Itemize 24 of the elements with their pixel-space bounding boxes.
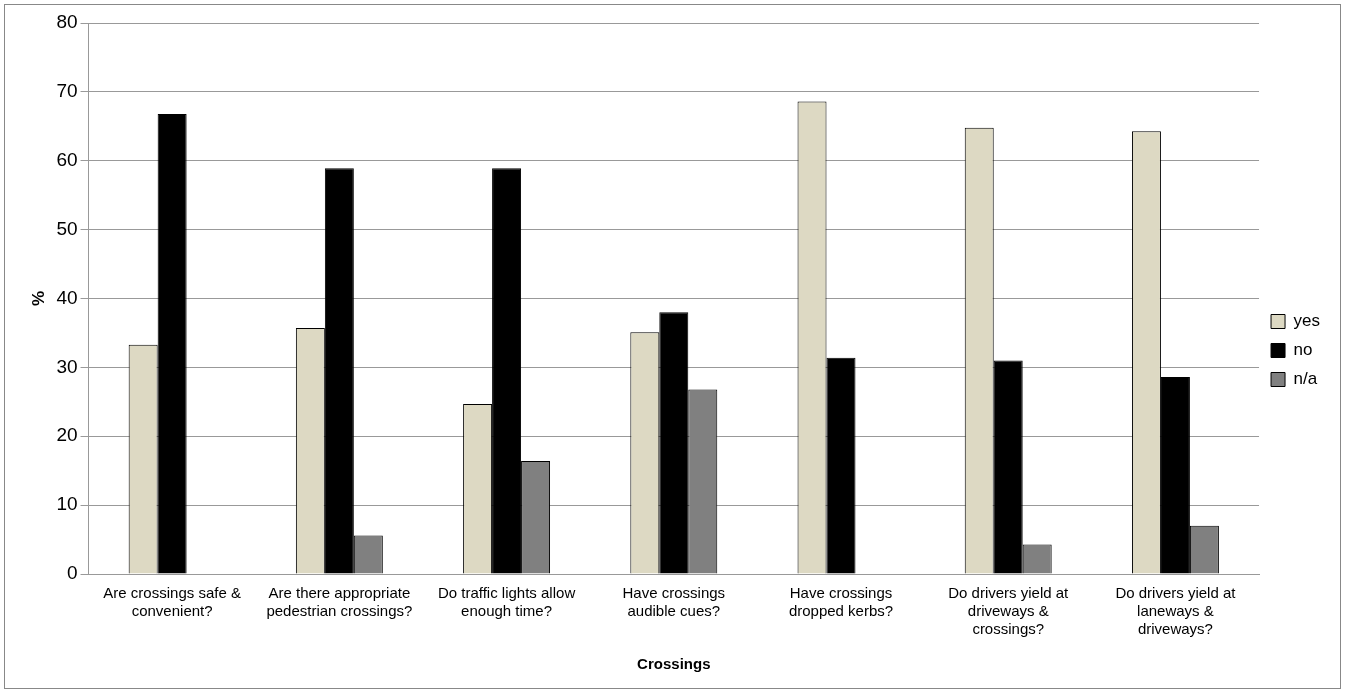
x-tick-label: Have crossings dropped kerbs? bbox=[788, 584, 894, 620]
bar bbox=[826, 357, 856, 574]
y-tick-label: 80 bbox=[56, 11, 78, 33]
bar bbox=[659, 312, 689, 574]
x-tick-label: Do drivers yield at laneways & driveways? bbox=[1115, 584, 1237, 638]
y-tick-label: 0 bbox=[66, 562, 78, 584]
y-tick-label: 30 bbox=[56, 355, 78, 377]
bar bbox=[993, 360, 1023, 574]
x-tick-label: Have crossings audible cues? bbox=[622, 584, 726, 620]
x-tick-label: Are crossings safe & convenient? bbox=[103, 584, 241, 620]
x-tick-label: Are there appropriate pedestrian crossings? bbox=[266, 584, 413, 620]
x-tick-label: Do drivers yield at driveways & crossings? bbox=[948, 584, 1070, 638]
x-tick-label: Do traffic lights allow enough time? bbox=[437, 584, 576, 620]
y-axis-title: % bbox=[28, 290, 48, 307]
y-tick-label: 40 bbox=[56, 286, 78, 308]
legend-label: yes bbox=[1293, 311, 1321, 331]
x-axis-title: Crossings bbox=[637, 655, 711, 673]
y-tick-label: 70 bbox=[56, 80, 78, 102]
y-tick-label: 10 bbox=[56, 493, 78, 515]
y-tick-label: 20 bbox=[56, 424, 78, 446]
y-tick-label: 60 bbox=[56, 148, 78, 170]
legend-label: no bbox=[1293, 340, 1313, 360]
y-tick-label: 50 bbox=[56, 217, 78, 239]
legend-label: n/a bbox=[1293, 369, 1318, 389]
